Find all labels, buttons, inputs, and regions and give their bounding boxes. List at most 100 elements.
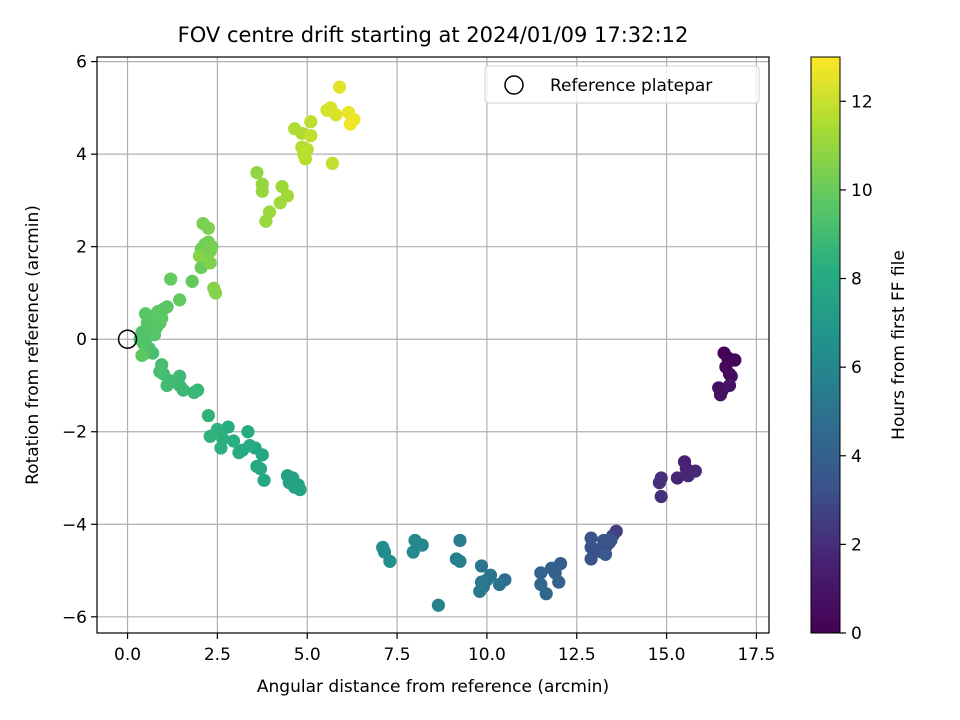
data-point [604, 533, 618, 548]
data-point [153, 365, 167, 379]
data-point [203, 256, 217, 270]
data-point [257, 473, 271, 487]
data-point [137, 337, 151, 351]
data-point [304, 115, 318, 129]
data-point [584, 540, 598, 555]
data-point [226, 434, 241, 448]
reference-platepar-marker [117, 329, 138, 349]
x-tick-label: 7.5 [384, 645, 411, 665]
data-point [473, 584, 487, 598]
legend: Reference platepar [484, 65, 760, 104]
data-point [164, 272, 178, 286]
data-point [232, 445, 246, 460]
x-axis: 0.0 2.5 5.0 7.5 10.0 12.5 15.0 17.5 [114, 633, 775, 665]
colorbar-gradient [810, 56, 841, 634]
y-tick-label: −6 [62, 608, 87, 628]
colorbar-ticks: 0 2 4 6 8 10 12 [840, 92, 873, 644]
x-tick-label: 0.0 [114, 645, 141, 665]
data-point [408, 533, 422, 548]
colorbar-tick-label: 12 [851, 92, 873, 112]
data-point [584, 531, 598, 545]
y-tick-label: 6 [76, 53, 87, 73]
x-axis-label: Angular distance from reference (arcmin) [257, 677, 609, 697]
data-point [160, 378, 174, 393]
data-point [325, 156, 339, 171]
y-tick-label: 2 [76, 238, 87, 258]
colorbar: 0 2 4 6 8 10 12 Hours from first FF file [810, 56, 909, 644]
data-point [654, 489, 668, 504]
data-point [205, 240, 219, 254]
data-point [250, 459, 264, 474]
colorbar-tick-label: 4 [851, 447, 862, 467]
y-tick-label: 0 [76, 330, 87, 350]
data-point [135, 348, 149, 363]
data-point [492, 577, 507, 592]
colorbar-tick-label: 10 [851, 181, 873, 201]
data-point [453, 533, 467, 548]
data-point [288, 480, 302, 494]
data-point [343, 117, 357, 131]
colorbar-tick-label: 6 [851, 358, 862, 378]
legend-box [484, 65, 760, 104]
colorbar-tick-label: 0 [851, 624, 862, 644]
data-point [155, 311, 169, 325]
x-tick-label: 5.0 [294, 645, 321, 665]
colorbar-tick-label: 8 [851, 270, 862, 290]
data-point [453, 554, 467, 568]
y-tick-label: 4 [76, 145, 87, 165]
data-point [670, 471, 684, 485]
data-point [722, 378, 737, 393]
data-point [534, 566, 548, 580]
data-point [431, 598, 445, 612]
x-tick-label: 12.5 [558, 645, 596, 665]
data-point [221, 420, 235, 434]
data-point [255, 184, 269, 198]
data-point [652, 476, 666, 490]
data-point [173, 293, 187, 307]
chart-title: FOV centre drift starting at 2024/01/09 … [178, 23, 689, 47]
x-tick-label: 2.5 [204, 645, 231, 665]
colorbar-tick-label: 2 [851, 535, 862, 555]
data-point [280, 189, 295, 203]
data-point [332, 80, 347, 94]
data-point [241, 425, 255, 439]
y-tick-label: −4 [62, 515, 87, 535]
data-point [255, 448, 269, 462]
data-points [133, 80, 742, 612]
data-point [201, 408, 216, 423]
data-point [584, 552, 598, 566]
data-point [713, 388, 728, 402]
data-point [552, 575, 566, 589]
legend-label: Reference platepar [550, 76, 712, 96]
plot-frame [96, 56, 770, 634]
data-point [598, 547, 613, 561]
data-point [185, 274, 199, 288]
colorbar-label: Hours from first FF file [889, 250, 909, 440]
data-point [728, 353, 742, 367]
data-point [208, 286, 223, 300]
x-tick-label: 10.0 [468, 645, 506, 665]
x-tick-label: 17.5 [737, 645, 775, 665]
data-point [300, 142, 314, 157]
legend-marker-icon [504, 75, 524, 95]
data-point [262, 205, 277, 219]
data-point [250, 166, 264, 180]
data-point [329, 108, 343, 122]
data-point [383, 554, 397, 568]
data-point [539, 587, 553, 601]
y-tick-label: −2 [62, 423, 87, 443]
data-point [201, 221, 216, 235]
data-point [187, 385, 201, 400]
data-point [688, 464, 702, 478]
data-point [474, 559, 489, 573]
data-point [203, 429, 217, 443]
data-point [406, 545, 420, 559]
y-axis-label: Rotation from reference (arcmin) [23, 205, 43, 485]
x-tick-label: 15.0 [648, 645, 686, 665]
data-point [214, 441, 228, 455]
grid-lines [97, 57, 769, 633]
data-point [160, 300, 174, 314]
data-point [192, 249, 207, 263]
data-point [304, 129, 318, 143]
